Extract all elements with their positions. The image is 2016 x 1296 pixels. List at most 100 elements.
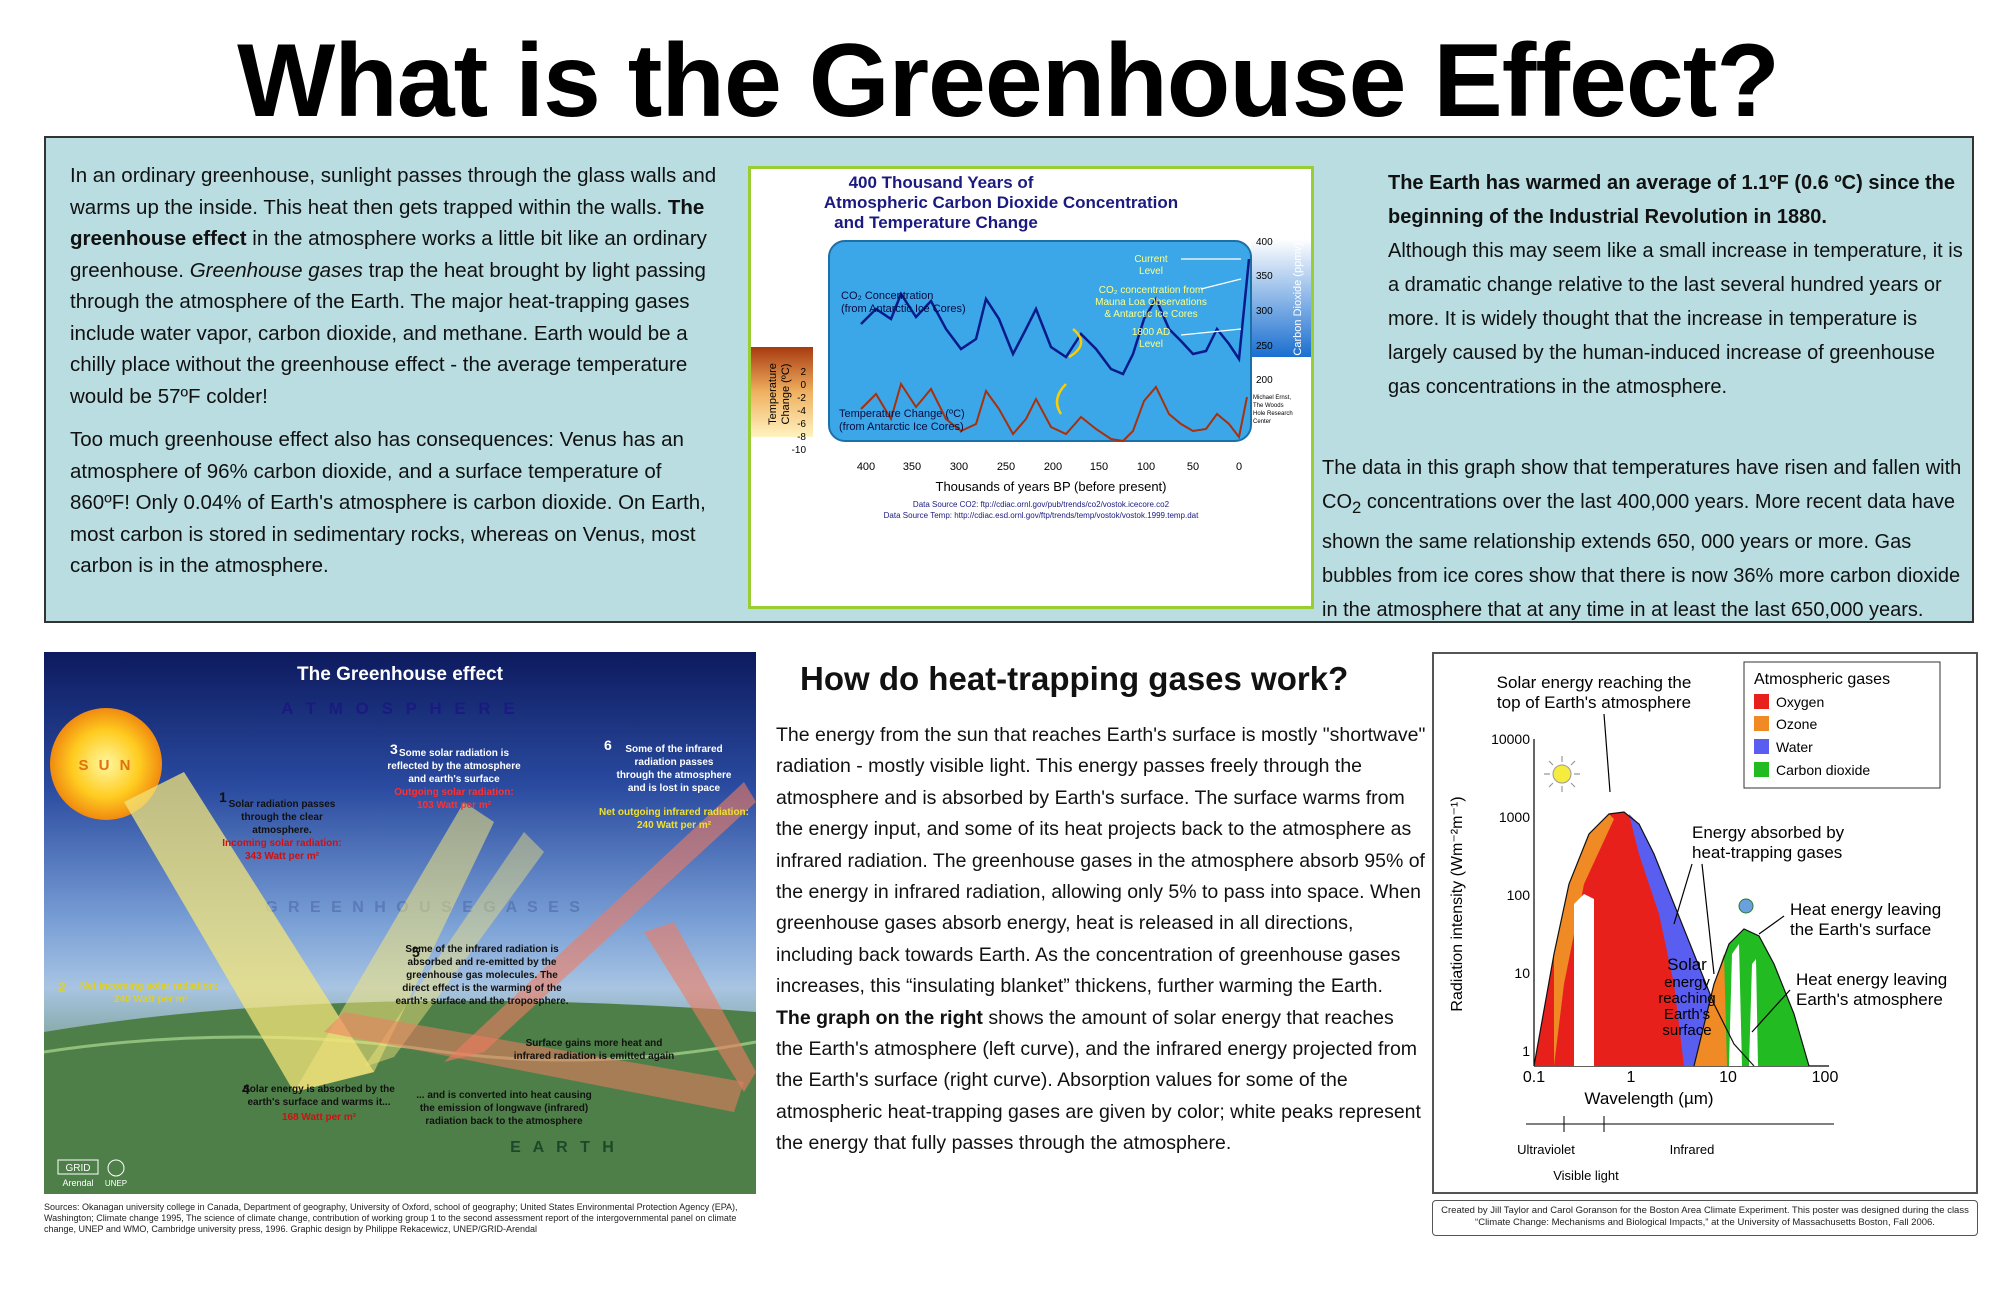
surface-heat-label-2: the Earth's surface — [1790, 920, 1931, 939]
x-tick: 10 — [1719, 1069, 1737, 1086]
svg-text:reaching: reaching — [1658, 990, 1716, 1007]
co2-chart-title-1: 400 Thousand Years of — [849, 173, 1034, 192]
co2-tick: 300 — [1256, 306, 1273, 317]
legend-title: Atmospheric gases — [1754, 671, 1890, 688]
x-tick: 200 — [1044, 461, 1062, 473]
co2-series-line — [860, 258, 1251, 376]
sun-icon — [50, 708, 162, 820]
infrared-label: Infrared — [1670, 1142, 1715, 1157]
svg-text:earth's surface and the tropos: earth's surface and the troposphere. — [396, 996, 569, 1007]
data-source-temp: Data Source Temp: http://cdiac.esd.ornl.… — [884, 511, 1199, 520]
data-note-text: The data in this graph show that tempera… — [1322, 457, 1962, 621]
earth-surface — [44, 1000, 756, 1194]
credit-line-1: Michael Ernst, — [1253, 395, 1291, 401]
infrared-reemit-beam — [644, 922, 756, 1092]
credit-line-4: Center — [1253, 419, 1271, 425]
y-axis-label: Radiation intensity (Wm⁻²m⁻¹) — [1449, 796, 1466, 1011]
co2-series-label-1: CO₂ Concentration — [841, 290, 933, 302]
svg-text:through the atmosphere: through the atmosphere — [616, 770, 731, 781]
temperature-axis-ticks: 2 0 -2 -4 -6 -8 -10 — [792, 367, 807, 456]
poster-credit: Created by Jill Taylor and Carol Goranso… — [1432, 1200, 1978, 1236]
credit-line-3: Hole Research — [1253, 411, 1293, 417]
svg-text:radiation passes: radiation passes — [635, 757, 714, 768]
infrared-beam — [444, 782, 756, 1062]
svg-text:2: 2 — [58, 979, 66, 995]
legend-swatch-ozone — [1754, 716, 1769, 731]
step-1: 1 Solar radiation passes through the cle… — [219, 789, 342, 862]
intro-text: In an ordinary greenhouse, sunlight pass… — [70, 160, 720, 594]
svg-text:earth's surface and warms it..: earth's surface and warms it... — [248, 1097, 391, 1108]
atmosphere-label: A T M O S P H E R E — [281, 699, 519, 718]
temp-tick: -4 — [797, 406, 806, 417]
surface-heat-label-1: Heat energy leaving — [1790, 900, 1941, 919]
annotation-arrows — [1180, 258, 1242, 336]
warming-text: The Earth has warmed an average of 1.1ºF… — [1388, 166, 1963, 404]
temperature-series-label-2: (from Antarctic Ice Cores) — [839, 421, 964, 433]
svg-text:reflected by the atmosphere: reflected by the atmosphere — [387, 761, 521, 772]
x-tick: 400 — [857, 461, 875, 473]
svg-text:Some of the infrared: Some of the infrared — [625, 744, 722, 755]
svg-text:surface: surface — [1662, 1022, 1711, 1039]
intro-paragraph-1: In an ordinary greenhouse, sunlight pass… — [70, 164, 717, 408]
svg-text:through the clear: through the clear — [241, 812, 323, 823]
svg-text:5: 5 — [412, 944, 420, 960]
step-3: 3 Some solar radiation is reflected by t… — [387, 741, 521, 811]
co2-axis-label: Carbon Dioxide (ppmv) — [1292, 242, 1304, 355]
step-4: 4 Solar energy is absorbed by the earth'… — [242, 1081, 592, 1127]
co2-tick: 400 — [1256, 237, 1273, 248]
svg-text:UNEP: UNEP — [105, 1179, 127, 1188]
y-tick: 1 — [1522, 1043, 1530, 1059]
x-axis-label: Wavelength (µm) — [1584, 1089, 1713, 1108]
y-tick: 100 — [1507, 887, 1531, 903]
svg-text:greenhouse gas molecules. The: greenhouse gas molecules. The — [406, 970, 558, 981]
solar-window — [1574, 894, 1594, 1066]
legend-swatch-water — [1754, 739, 1769, 754]
how-paragraph-2: shows the amount of solar energy that re… — [776, 1006, 1421, 1155]
atmosphere-heat-label-1: Heat energy leaving — [1796, 970, 1947, 989]
how-bold: The graph on the right — [776, 1006, 983, 1029]
label-pointers — [1603, 713, 1791, 1033]
legend-swatch-co2 — [1754, 762, 1769, 777]
svg-text:Incoming solar radiation:: Incoming solar radiation: — [222, 838, 341, 849]
temperature-series-line — [860, 381, 1248, 443]
mauna-loa-label-3: & Antarctic Ice Cores — [1104, 309, 1197, 320]
spectrum-outlines — [1533, 811, 1810, 1067]
svg-text:Solar energy is absorbed by th: Solar energy is absorbed by the — [243, 1084, 395, 1095]
legend-label: Water — [1776, 739, 1813, 755]
ad-level-label-2: Level — [1139, 339, 1163, 350]
svg-text:Some of the infrared radiation: Some of the infrared radiation is — [405, 944, 559, 955]
svg-text:3: 3 — [390, 741, 398, 757]
solar-surface-label: Solar — [1667, 955, 1707, 974]
svg-text:and earth's surface: and earth's surface — [408, 774, 500, 785]
co2-tick: 200 — [1256, 375, 1273, 386]
co2-chart-svg: 400 Thousand Years of Atmospheric Carbon… — [751, 173, 1311, 520]
legend-label: Oxygen — [1776, 694, 1824, 710]
svg-text:infrared radiation is emitted: infrared radiation is emitted again — [514, 1051, 675, 1062]
spectrum-svg: Atmospheric gases Oxygen Ozone Water Car… — [1449, 661, 1947, 1183]
svg-text:absorbed and re-emitted by the: absorbed and re-emitted by the — [408, 957, 557, 968]
temperature-gradient-bar — [751, 347, 813, 437]
figure-title: The Greenhouse effect — [297, 664, 504, 685]
temp-tick: 0 — [800, 380, 806, 391]
x-tick: 50 — [1187, 461, 1199, 473]
co2-series-label-2: (from Antarctic Ice Cores) — [841, 303, 966, 315]
earth-curve-ozone — [1694, 954, 1727, 1066]
x-tick: 100 — [1137, 461, 1155, 473]
how-title: How do heat-trapping gases work? — [800, 660, 1349, 697]
current-level-label-1: Current — [1134, 254, 1168, 265]
svg-text:4: 4 — [242, 1081, 250, 1097]
co2-temperature-chart: 400 Thousand Years of Atmospheric Carbon… — [748, 166, 1314, 609]
temp-tick: -2 — [797, 393, 806, 404]
co2-axis-ticks: 400 350 300 250 200 — [1256, 237, 1273, 386]
temperature-axis-label-2: Change (ºC) — [780, 364, 792, 425]
grid-arendal-logo: GRID Arendal UNEP — [57, 1159, 127, 1188]
absorbed-label-1: Energy absorbed by — [1692, 823, 1845, 842]
temp-tick: 2 — [800, 367, 806, 378]
x-tick: 100 — [1812, 1069, 1839, 1086]
svg-text:343 Watt per m²: 343 Watt per m² — [245, 851, 320, 862]
solar-curve-ozone — [1554, 814, 1614, 1066]
poster-title: What is the Greenhouse Effect? — [237, 23, 1780, 139]
temp-curve-arrow — [1055, 383, 1067, 415]
svg-text:Outgoing solar radiation:: Outgoing solar radiation: — [394, 787, 513, 798]
x-axis-label: Thousands of years BP (before present) — [936, 479, 1167, 494]
